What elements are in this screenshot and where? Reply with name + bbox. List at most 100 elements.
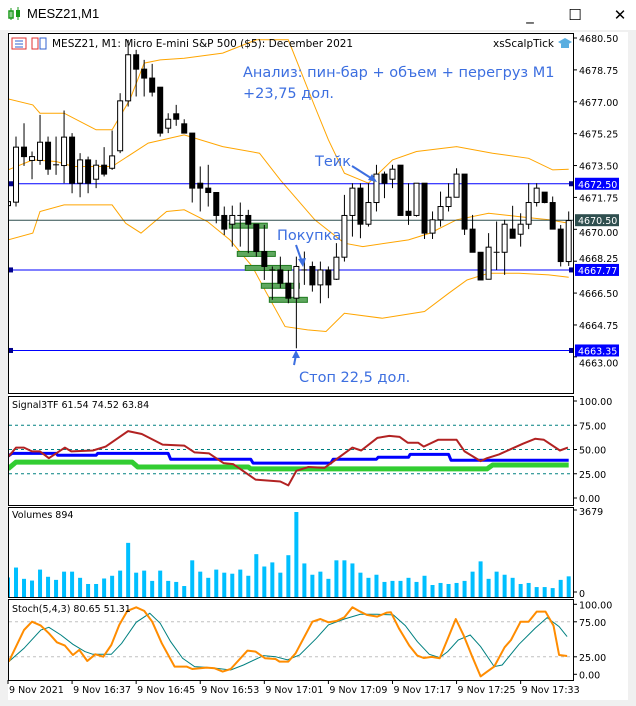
signal3tf-red-line — [9, 430, 569, 487]
close-icon: ✕ — [613, 6, 627, 24]
candle-body-bull — [501, 223, 508, 253]
minimize-button[interactable]: _ — [515, 4, 545, 26]
candle — [149, 63, 156, 97]
candle-body-bear — [541, 191, 548, 204]
candle — [245, 209, 252, 254]
candle-body-bear — [397, 164, 404, 216]
candle-body-bear — [133, 54, 140, 70]
candle-body-bear — [213, 192, 220, 216]
take-arrowhead-icon — [368, 174, 377, 182]
candle-body-bear — [277, 269, 284, 284]
close-button[interactable]: ✕ — [605, 4, 635, 26]
maximize-button[interactable]: ☐ — [560, 4, 590, 26]
candle-body-bear — [149, 77, 156, 93]
candle — [485, 233, 492, 280]
buy-arrowhead-icon — [298, 258, 306, 267]
candle-body-bull — [229, 214, 236, 225]
hline-handle[interactable] — [569, 181, 574, 187]
signal-tick-label: 0.00 — [579, 494, 600, 505]
candle-body-bull — [109, 155, 116, 169]
price-label-stop: 4663.35 — [578, 346, 617, 357]
time-tick-label: 9 Nov 17:01 — [265, 685, 323, 696]
candle-body-bull — [453, 173, 460, 198]
volume-bar — [558, 579, 563, 597]
bollinger-upper-band — [9, 39, 569, 184]
volume-bar — [78, 577, 83, 597]
candle — [397, 164, 404, 216]
templates-icon[interactable] — [31, 37, 47, 50]
candle-body-bull — [389, 168, 396, 180]
volume-bar — [94, 583, 99, 597]
candle — [29, 151, 36, 180]
candle-body-bear — [309, 265, 316, 286]
stoch-panel[interactable] — [9, 606, 573, 678]
candle-body-bull — [333, 256, 340, 280]
candle-body-bull — [293, 265, 300, 299]
candle — [197, 166, 204, 212]
buy-annotation: Покупка — [277, 228, 341, 244]
candle-body-bear — [421, 182, 428, 234]
volume-bar — [246, 575, 251, 597]
signal3tf-panel[interactable] — [8, 424, 573, 487]
price-tick-label: 4677.00 — [579, 98, 618, 109]
signal-tick-label: 75.00 — [579, 421, 606, 432]
candle-body-bear — [101, 164, 108, 175]
volume-bar — [38, 569, 43, 597]
main-price-panel[interactable] — [6, 39, 575, 353]
price-tick-label: 4664.75 — [579, 321, 618, 332]
candle — [301, 251, 308, 285]
volume-bar — [198, 571, 203, 597]
hline-handle[interactable] — [8, 267, 13, 273]
stoch-tick-label: 100.00 — [579, 600, 612, 611]
candle — [173, 104, 180, 126]
candle-body-bear — [509, 228, 516, 239]
candle — [541, 191, 548, 204]
volume-bar — [366, 577, 371, 597]
volume-bar — [110, 575, 115, 597]
time-tick-label: 9 Nov 16:37 — [73, 685, 131, 696]
volume-tick-label: 0 — [579, 589, 585, 600]
candle — [125, 39, 132, 107]
stoch-main-line — [9, 606, 568, 678]
panel-frame — [8, 507, 574, 598]
volumes-panel[interactable] — [6, 512, 571, 597]
hline-handle[interactable] — [8, 347, 13, 353]
candle-body-bull — [77, 159, 84, 184]
candle — [357, 183, 364, 239]
volume-bar — [86, 583, 91, 597]
candle-body-bear — [245, 214, 252, 225]
time-tick-label: 9 Nov 17:09 — [329, 685, 387, 696]
volume-bar — [262, 566, 267, 597]
volume-bar — [46, 576, 51, 597]
candle — [557, 224, 564, 267]
volume-bar — [526, 582, 531, 597]
panel-frame — [8, 396, 574, 506]
candle — [421, 182, 428, 239]
price-tick-label: 4666.50 — [579, 289, 618, 300]
hline-handle[interactable] — [569, 267, 574, 273]
time-tick-label: 9 Nov 2021 — [9, 685, 64, 696]
candle — [45, 136, 52, 175]
candle — [285, 269, 292, 304]
expert-name: xsScalpTick — [493, 38, 555, 50]
volume-bar — [566, 576, 571, 597]
volumes-title: Volumes 894 — [12, 510, 73, 521]
volume-bar — [462, 580, 467, 597]
candle — [109, 130, 116, 170]
volume-bar — [174, 581, 179, 597]
candle-body-bear — [45, 141, 52, 170]
candle — [93, 159, 100, 189]
volume-bar — [422, 575, 427, 597]
indicators-list-icon[interactable] — [11, 37, 27, 50]
candle — [405, 183, 412, 225]
price-tick-label: 4675.25 — [579, 130, 618, 141]
volume-bar — [9, 577, 10, 597]
volume-bar — [166, 580, 171, 597]
candle — [277, 256, 284, 289]
candle — [381, 171, 388, 199]
hline-handle[interactable] — [569, 347, 574, 353]
hline-handle[interactable] — [8, 181, 13, 187]
candle — [517, 213, 524, 247]
candle — [565, 211, 572, 266]
